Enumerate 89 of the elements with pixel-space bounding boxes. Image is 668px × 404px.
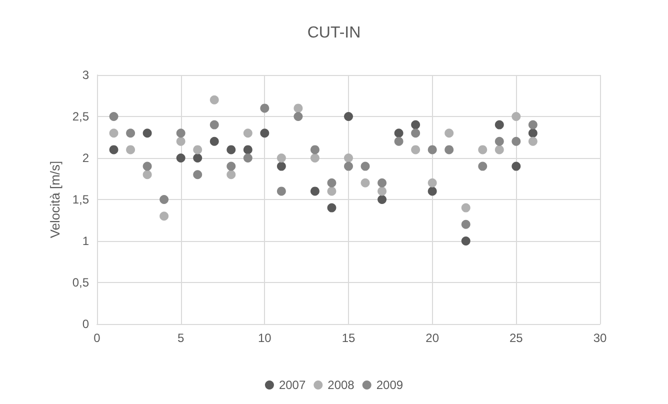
point bbox=[243, 128, 252, 138]
chart-title: CUT-IN bbox=[307, 24, 361, 42]
x-tick-label: 5 bbox=[177, 331, 184, 345]
point bbox=[344, 162, 353, 171]
y-tick-label: 1,5 bbox=[72, 192, 90, 206]
point bbox=[528, 136, 538, 146]
point bbox=[260, 104, 270, 113]
point bbox=[142, 162, 152, 171]
point bbox=[512, 136, 521, 146]
y-tick-label: 2,5 bbox=[72, 110, 90, 124]
point bbox=[378, 178, 387, 188]
legend-label: 2008 bbox=[328, 378, 355, 392]
point bbox=[327, 186, 336, 196]
point bbox=[428, 186, 437, 196]
point bbox=[210, 120, 219, 130]
point bbox=[512, 112, 521, 121]
point bbox=[428, 145, 437, 154]
point bbox=[210, 136, 219, 146]
y-tick-label: 0 bbox=[82, 317, 90, 331]
point bbox=[512, 162, 521, 171]
point bbox=[276, 186, 286, 196]
point bbox=[411, 120, 420, 130]
point bbox=[226, 170, 236, 180]
point bbox=[176, 128, 186, 138]
point bbox=[226, 162, 236, 171]
point bbox=[478, 162, 488, 171]
legend-label: 2009 bbox=[376, 378, 404, 392]
point bbox=[494, 136, 504, 146]
point bbox=[243, 154, 252, 162]
point bbox=[160, 195, 169, 204]
point bbox=[142, 128, 152, 138]
point bbox=[411, 128, 420, 138]
point bbox=[294, 112, 303, 121]
point bbox=[276, 154, 286, 162]
legend-label: 2007 bbox=[278, 378, 306, 392]
y-tick-label: 3 bbox=[82, 68, 90, 82]
x-tick-label: 10 bbox=[258, 331, 272, 345]
point bbox=[176, 154, 186, 162]
point bbox=[142, 170, 152, 180]
point bbox=[193, 154, 202, 162]
point bbox=[310, 145, 320, 154]
point bbox=[528, 120, 538, 130]
point bbox=[478, 145, 488, 154]
point bbox=[160, 212, 169, 221]
point bbox=[126, 145, 136, 154]
x-tick-label: 0 bbox=[94, 331, 101, 345]
y-tick-label: 2 bbox=[82, 151, 90, 165]
point bbox=[226, 145, 236, 154]
point bbox=[193, 145, 202, 154]
point bbox=[327, 203, 336, 212]
point bbox=[126, 128, 136, 138]
y-tick-label: 0,5 bbox=[72, 276, 90, 290]
y-axis-title: Velocità [m/s] bbox=[47, 160, 62, 238]
y-tick-label: 1 bbox=[82, 234, 90, 248]
point bbox=[494, 145, 504, 154]
x-tick-label: 20 bbox=[426, 331, 440, 345]
point bbox=[461, 203, 470, 212]
point bbox=[378, 195, 387, 204]
point bbox=[360, 162, 370, 171]
x-tick-label: 25 bbox=[509, 331, 524, 345]
point bbox=[210, 95, 219, 104]
point bbox=[109, 112, 118, 121]
point bbox=[344, 154, 353, 162]
point bbox=[310, 154, 320, 162]
point bbox=[444, 145, 454, 154]
point bbox=[109, 128, 118, 138]
point bbox=[461, 220, 470, 229]
point bbox=[243, 145, 252, 154]
point bbox=[327, 178, 336, 188]
point bbox=[193, 170, 202, 180]
point bbox=[176, 136, 186, 146]
point bbox=[394, 128, 404, 138]
point bbox=[260, 128, 270, 138]
point bbox=[394, 136, 404, 146]
point bbox=[310, 186, 320, 196]
point bbox=[276, 162, 286, 171]
point bbox=[344, 112, 353, 121]
point bbox=[444, 128, 454, 138]
point bbox=[494, 120, 504, 130]
point bbox=[428, 178, 437, 188]
point bbox=[528, 128, 538, 138]
point bbox=[378, 186, 387, 196]
point bbox=[109, 145, 118, 154]
x-tick-label: 30 bbox=[593, 331, 607, 345]
point bbox=[411, 145, 420, 154]
point bbox=[461, 236, 470, 246]
x-tick-label: 15 bbox=[342, 331, 356, 345]
point bbox=[294, 104, 303, 113]
point bbox=[360, 178, 370, 188]
